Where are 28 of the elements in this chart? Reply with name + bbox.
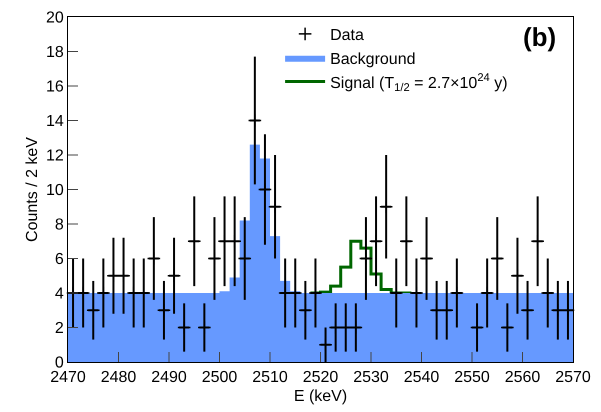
x-tick-label: 2550: [454, 369, 490, 386]
y-tick-label: 18: [46, 44, 64, 62]
x-tick-label: 2510: [252, 369, 288, 386]
annotation: (b): [523, 22, 556, 52]
legend-label: Data: [330, 27, 364, 44]
y-tick-label: 8: [54, 216, 64, 234]
y-tick-label: 10: [46, 182, 64, 200]
y-tick-label: 0: [54, 354, 64, 372]
x-tick-label: 2530: [353, 369, 389, 386]
x-tick-label: 2490: [151, 369, 187, 386]
x-tick-label: 2540: [404, 369, 440, 386]
x-tick-label: 2520: [302, 369, 338, 386]
y-tick-label: 12: [46, 148, 64, 165]
x-tick-label: 2570: [555, 369, 591, 386]
y-tick-label: 2: [54, 320, 64, 338]
y-tick-label: 4: [54, 286, 64, 303]
x-axis-title: E (keV): [294, 388, 348, 405]
y-tick-label: 16: [46, 78, 64, 96]
legend-label: Background: [330, 50, 416, 68]
x-tick-label: 2480: [100, 369, 136, 386]
y-tick-label: 6: [54, 251, 64, 268]
x-tick-label: 2560: [504, 369, 540, 386]
x-tick-label: 2470: [50, 369, 86, 386]
legend-label: Signal (T$_{1/2}$ = 2.7×10$^{24}$ y): [330, 72, 508, 94]
y-axis-title: Counts / 2 keV: [24, 136, 41, 242]
x-tick-label: 2500: [202, 369, 238, 386]
y-tick-label: 20: [46, 10, 64, 27]
y-tick-label: 14: [46, 113, 64, 130]
